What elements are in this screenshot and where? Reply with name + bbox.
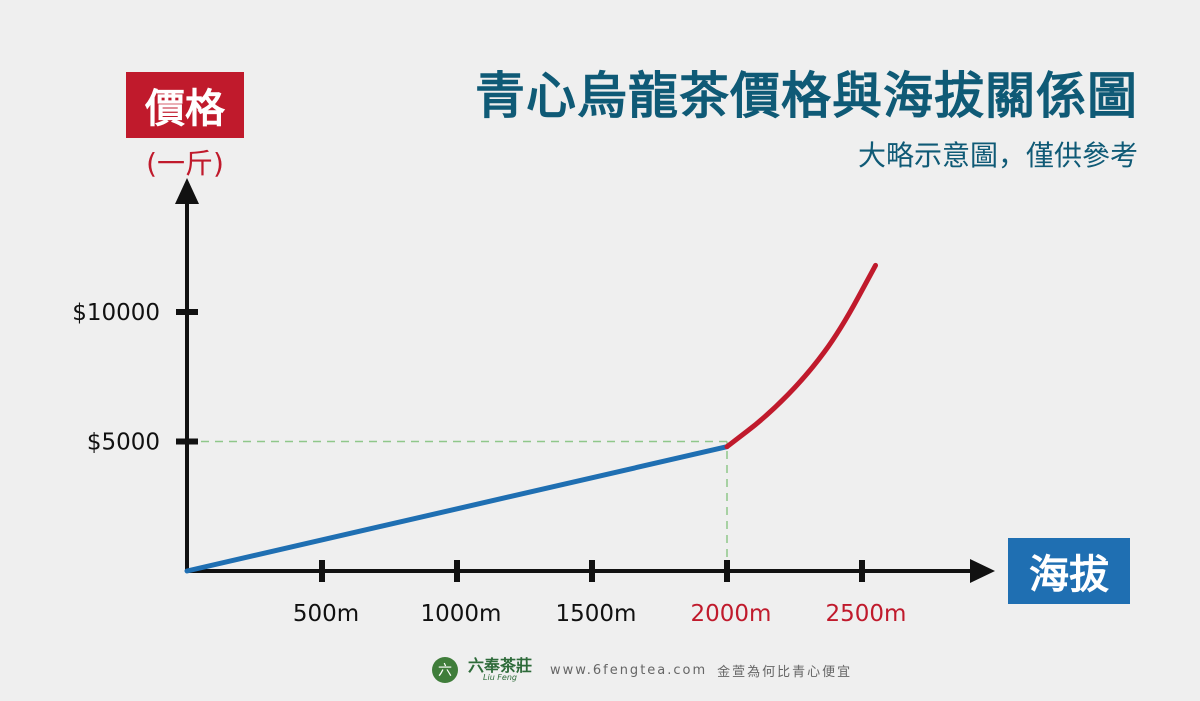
- x-tick-label-0: 500m: [293, 601, 359, 627]
- brand-logo: 六奉茶莊 Liu Feng: [468, 658, 532, 682]
- footer: 六 六奉茶莊 Liu Feng www.6fengtea.com 金萱為何比青心…: [432, 652, 852, 688]
- y-tick-label-0: $5000: [87, 430, 160, 456]
- y-axis-unit: (一斤): [146, 147, 224, 180]
- brand-name: 六奉茶莊: [468, 656, 533, 675]
- chart-subtitle: 大略示意圖，僅供參考: [857, 139, 1138, 172]
- footer-slogan: 金萱為何比青心便宜: [717, 664, 853, 680]
- y-axis-arrow-icon: [175, 178, 199, 204]
- y-tick-label-1: $10000: [72, 300, 160, 326]
- website-link[interactable]: www.6fengtea.com: [550, 662, 708, 678]
- x-tick-label-4: 2500m: [826, 601, 907, 627]
- chart-title: 青心烏龍茶價格與海拔關係圖: [475, 67, 1138, 125]
- x-axis-arrow-icon: [970, 559, 995, 583]
- leaf-logo-icon: 六: [432, 657, 458, 683]
- brand-name-en: Liu Feng: [483, 673, 517, 682]
- x-axis-label: 海拔: [1008, 538, 1130, 604]
- y-axis-label: 價格: [126, 72, 244, 138]
- x-tick-label-1: 1000m: [421, 601, 502, 627]
- x-tick-label-3: 2000m: [691, 601, 772, 627]
- series-line-0: [184, 444, 730, 574]
- series-line-1: [724, 262, 878, 450]
- x-tick-label-2: 1500m: [556, 601, 637, 627]
